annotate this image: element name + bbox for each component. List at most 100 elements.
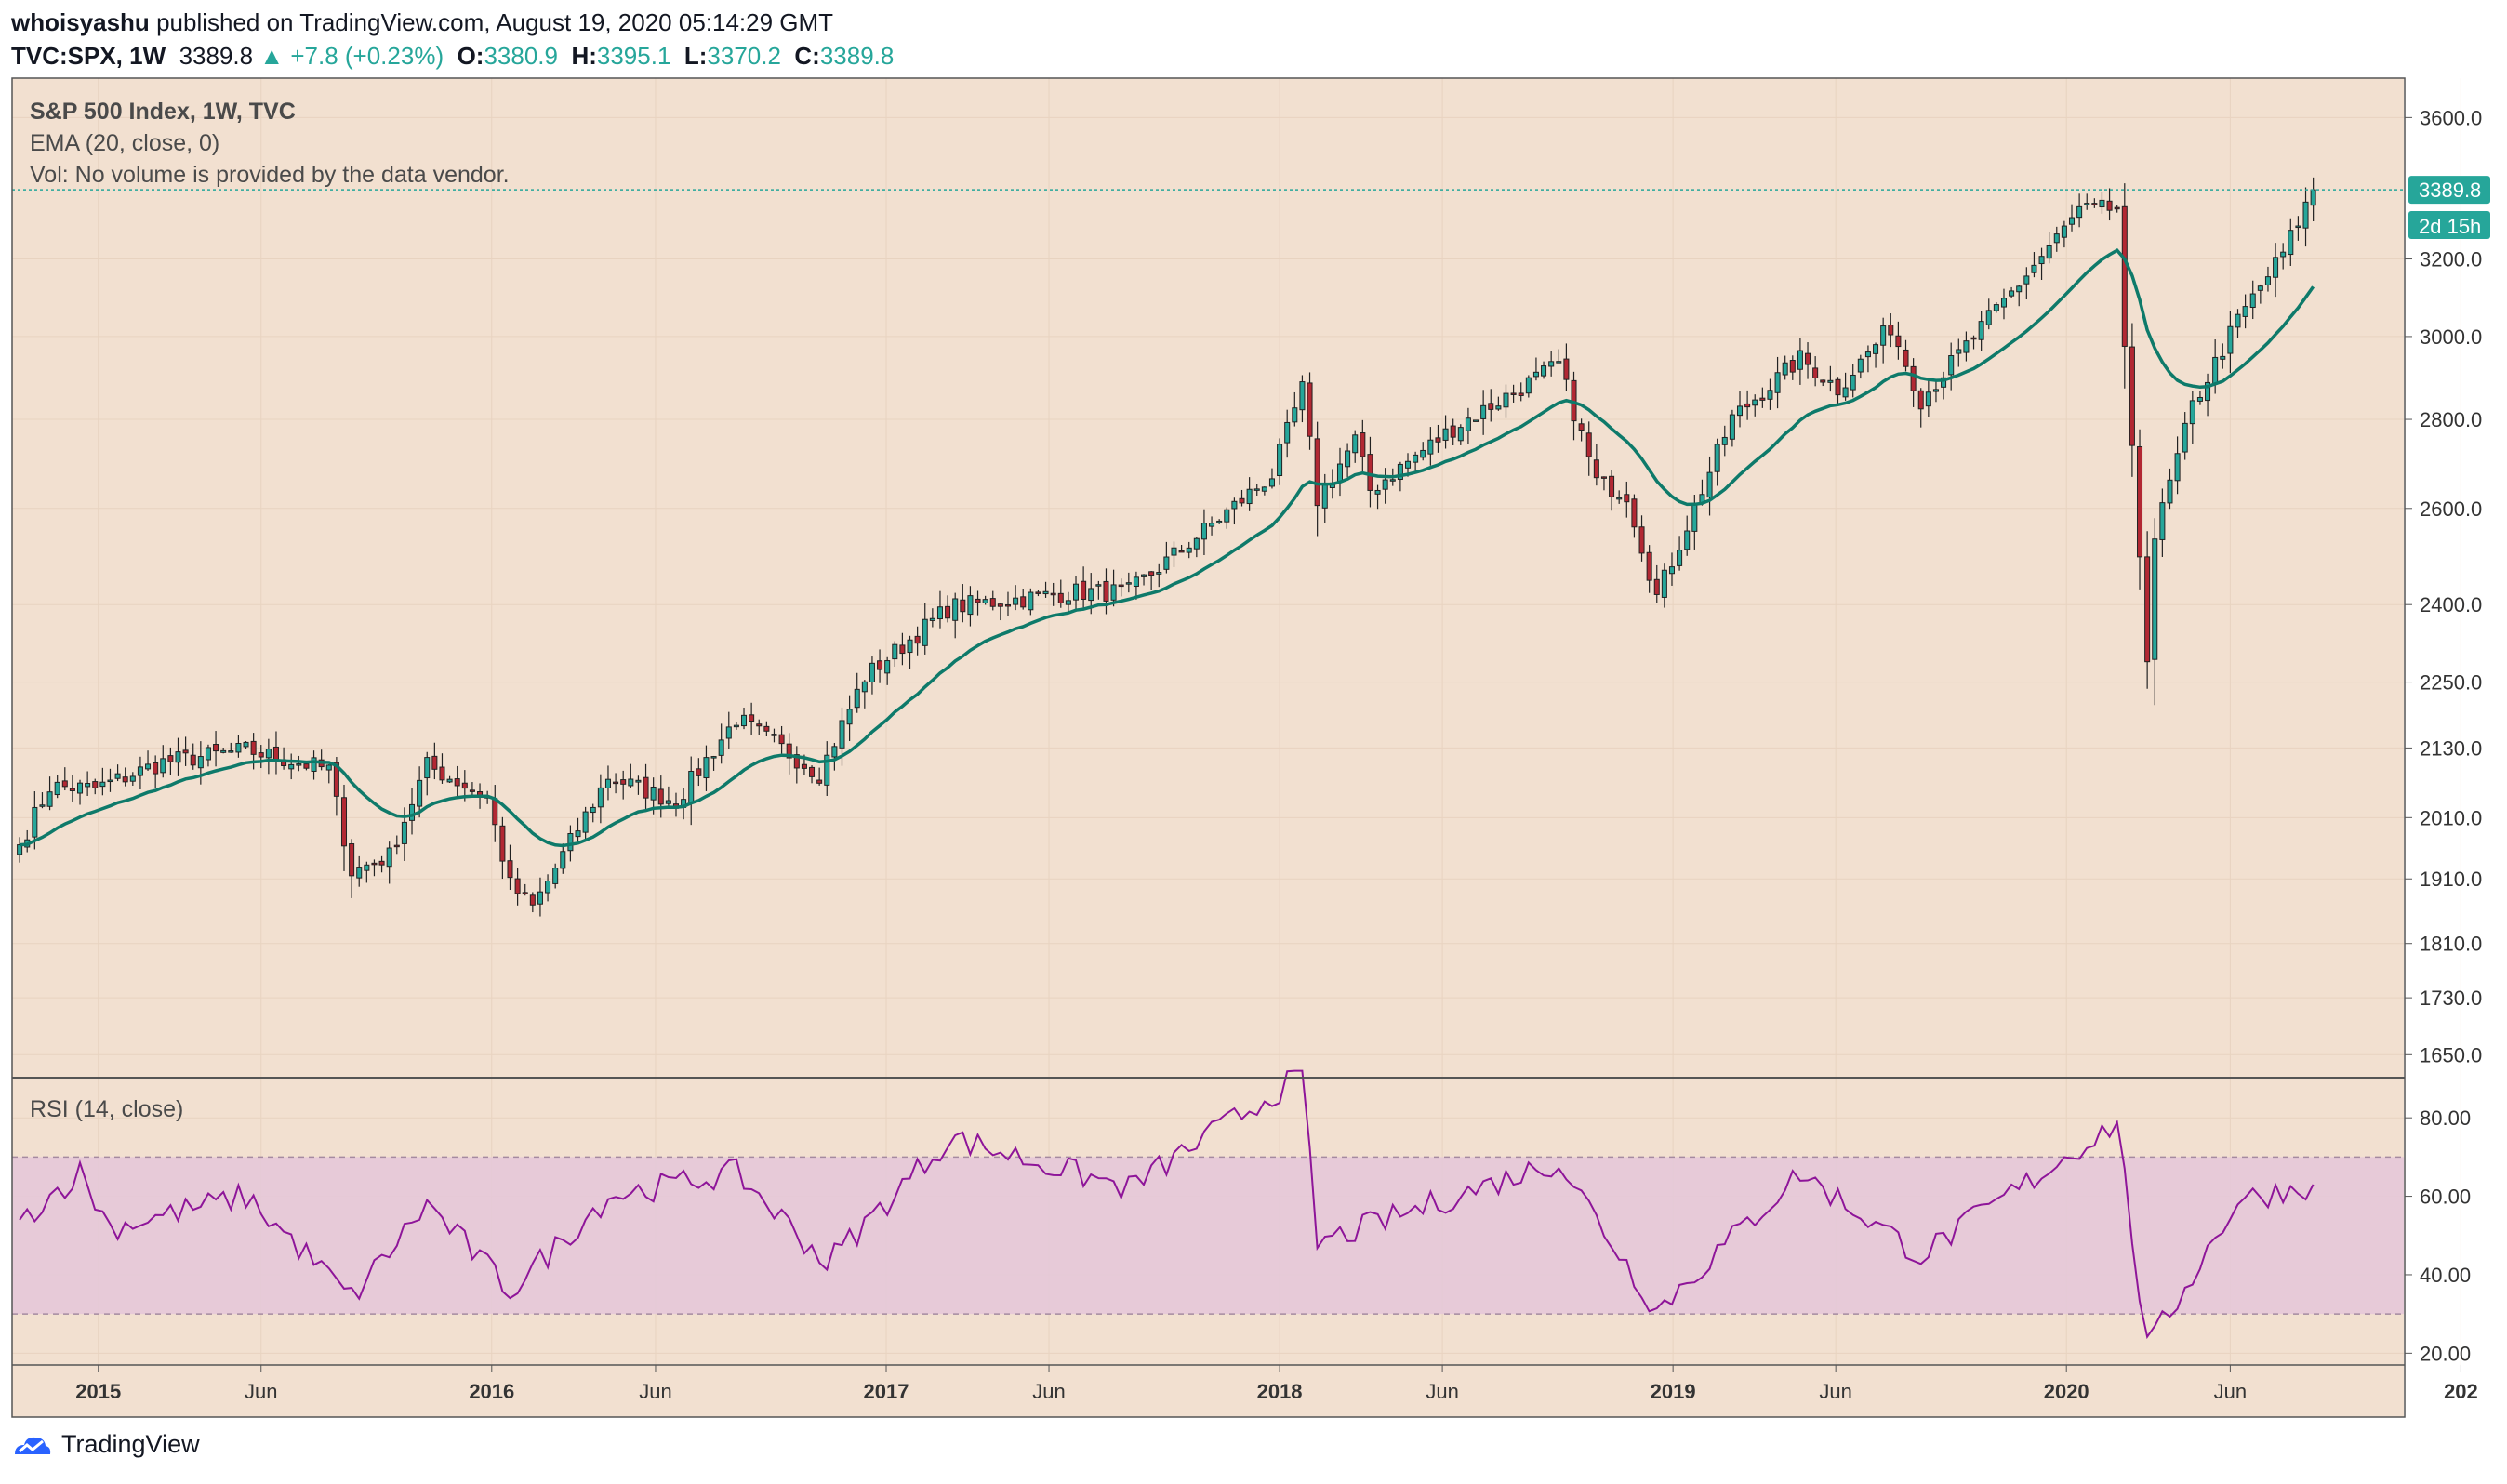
candle-body <box>756 723 763 727</box>
legend-vol[interactable]: Vol: No volume is provided by the data v… <box>30 162 510 188</box>
candle-body <box>537 891 543 905</box>
candle-body <box>424 757 431 779</box>
tradingview-brand[interactable]: TradingView <box>61 1430 200 1458</box>
legend-ema[interactable]: EMA (20, close, 0) <box>30 130 219 156</box>
candle-body <box>2114 206 2120 210</box>
candle-body <box>1578 423 1585 431</box>
candle-body <box>1465 417 1471 431</box>
legend-title[interactable]: S&P 500 Index, 1W, TVC <box>30 99 296 125</box>
candle-body <box>1585 432 1592 457</box>
candle-body <box>1797 350 1803 370</box>
candle-body <box>597 787 604 808</box>
candle-body <box>417 779 423 807</box>
candle-body <box>1631 498 1638 528</box>
candle-body <box>884 660 891 674</box>
candle-body <box>1864 351 1871 358</box>
candle-body <box>1624 494 1630 503</box>
price-tick-label: 1650.0 <box>2420 1043 2482 1067</box>
candle-body <box>2227 325 2234 354</box>
candle-body <box>1812 367 1819 378</box>
price-change: +7.8 (+0.23%) <box>290 42 444 70</box>
candle-body <box>160 758 166 774</box>
candle-body <box>997 603 1003 607</box>
candle-body <box>2257 285 2263 291</box>
candle-body <box>1246 488 1253 505</box>
time-tick-label: Jun <box>639 1380 671 1403</box>
candle-body <box>1413 454 1419 463</box>
candle-body <box>620 779 627 785</box>
candle-body <box>2174 453 2181 482</box>
candle-body <box>393 844 400 848</box>
candle-body <box>567 833 574 852</box>
price-tick-label: 3600.0 <box>2420 106 2482 129</box>
rsi-axis[interactable]: 80.00 60.00 40.00 20.00 <box>2405 1106 2471 1365</box>
author-name[interactable]: whoisyashu <box>11 8 150 36</box>
candle-body <box>378 860 385 866</box>
candle-body <box>582 811 589 833</box>
candle-body <box>1668 566 1675 575</box>
high-label: H: <box>571 42 597 70</box>
candle-body <box>1495 405 1502 410</box>
candle-body <box>469 789 475 792</box>
candle-body <box>1646 551 1652 581</box>
candle-body <box>861 681 868 693</box>
candle-body <box>446 778 453 783</box>
time-axis[interactable]: 2015 Jun 2016 Jun 2017 Jun 2018 Jun 2019 Jun 2020 J… <box>75 1365 2478 1403</box>
candle-body <box>1088 588 1094 602</box>
candle-body <box>137 766 143 776</box>
candle-body <box>296 763 302 766</box>
candle-body <box>167 755 174 762</box>
footer: TradingView <box>11 1430 200 1459</box>
candle-body <box>2167 479 2173 504</box>
price-axis[interactable]: 3600.0 3200.0 3000.0 2800.0 2600.0 2400.0 2250… <box>2405 106 2482 1067</box>
candle-body <box>1541 365 1547 377</box>
candle-body <box>356 867 363 879</box>
candle-body <box>1548 361 1555 367</box>
candle-body <box>2212 356 2219 385</box>
candle-body <box>2038 256 2045 265</box>
candle-body <box>2152 538 2158 660</box>
candle-body <box>409 803 416 821</box>
candle-body <box>107 779 113 783</box>
low-value: 3370.2 <box>707 42 781 70</box>
candle-body <box>461 782 468 789</box>
countdown-badge <box>2408 211 2490 239</box>
candle-body <box>741 714 748 727</box>
candle-body <box>2144 556 2151 663</box>
candle-body <box>1382 479 1388 490</box>
candle-body <box>1993 304 1999 311</box>
candle-body <box>967 595 974 616</box>
candle-body <box>1782 362 1788 376</box>
price-tick-label: 2600.0 <box>2420 497 2482 521</box>
candle-body <box>2031 264 2037 273</box>
time-tick-label: 2020 <box>2044 1380 2089 1403</box>
candle-body <box>786 743 792 759</box>
last-price: 3389.8 <box>179 42 254 70</box>
candle-body <box>1028 591 1034 611</box>
candle-body <box>1239 497 1245 504</box>
candle-body <box>1186 547 1192 553</box>
candle-body <box>2264 276 2271 285</box>
candle-body <box>1805 352 1811 365</box>
candle-body <box>2159 502 2166 540</box>
symbol-label[interactable]: TVC:SPX, 1W <box>11 42 166 70</box>
candle-body <box>1691 503 1698 532</box>
candle-body <box>801 763 807 769</box>
candle-body <box>2068 217 2076 225</box>
rsi-legend[interactable]: RSI (14, close) <box>30 1096 183 1122</box>
candle-body <box>228 750 234 753</box>
candle-body <box>725 726 732 739</box>
candle-body <box>2295 225 2301 229</box>
candle-body <box>733 724 739 728</box>
candle-body <box>61 780 68 788</box>
price-tick-label: 2250.0 <box>2420 671 2482 695</box>
rsi-tick-label: 20.00 <box>2420 1342 2471 1365</box>
close-value: 3389.8 <box>819 42 895 70</box>
candle-body <box>1254 488 1260 491</box>
candle-body <box>2182 422 2188 453</box>
candle-body <box>439 766 445 781</box>
candle-body <box>2220 355 2226 360</box>
candle-body <box>220 749 227 753</box>
candle-body <box>1706 471 1713 498</box>
